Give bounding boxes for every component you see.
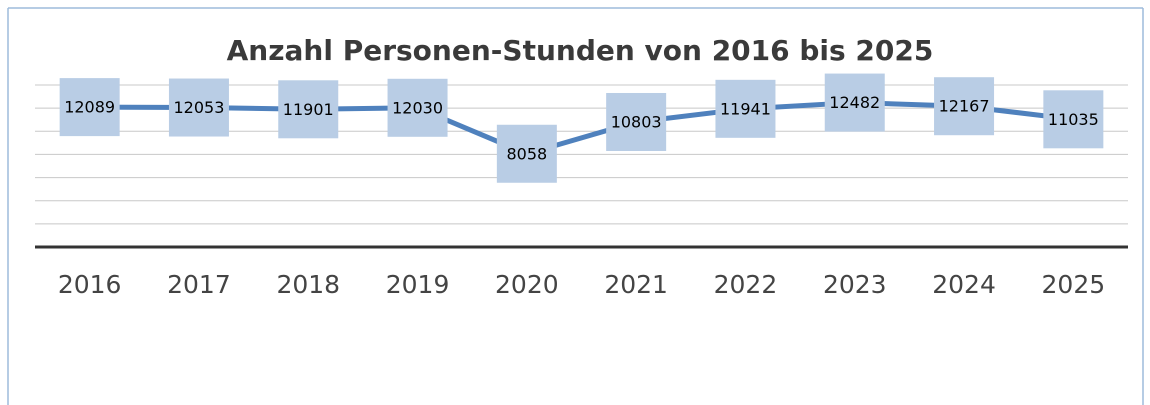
data-label: 12053 <box>173 98 224 117</box>
data-label: 8058 <box>506 144 547 163</box>
data-label-box <box>496 124 557 183</box>
data-label-box <box>1043 90 1104 149</box>
x-tick-label: 2016 <box>58 270 122 299</box>
data-label: 11035 <box>1048 110 1099 129</box>
data-label: 11941 <box>720 99 771 118</box>
data-label: 12089 <box>64 98 115 117</box>
x-tick-label: 2024 <box>932 270 996 299</box>
data-label-box <box>168 78 229 137</box>
data-label-box <box>715 79 776 138</box>
x-tick-label: 2019 <box>386 270 450 299</box>
x-tick-label: 2022 <box>714 270 778 299</box>
data-label-box <box>278 80 339 139</box>
data-label: 10803 <box>611 112 662 131</box>
x-tick-label: 2021 <box>604 270 668 299</box>
data-label: 12482 <box>829 93 880 112</box>
data-label-box <box>387 78 448 137</box>
chart-title: Anzahl Personen-Stunden von 2016 bis 202… <box>227 34 934 67</box>
data-label-box <box>606 92 667 151</box>
data-label-box <box>934 77 995 136</box>
line <box>89 100 1074 157</box>
data-label: 12030 <box>392 98 443 117</box>
data-label-box <box>824 73 885 132</box>
x-tick-label: 2017 <box>167 270 231 299</box>
x-tick-label: 2025 <box>1042 270 1106 299</box>
data-label-box <box>59 78 120 137</box>
x-tick-label: 2018 <box>276 270 340 299</box>
data-label: 12167 <box>939 97 990 116</box>
data-label: 11901 <box>283 100 334 119</box>
x-tick-label: 2020 <box>495 270 559 299</box>
x-tick-label: 2023 <box>823 270 887 299</box>
